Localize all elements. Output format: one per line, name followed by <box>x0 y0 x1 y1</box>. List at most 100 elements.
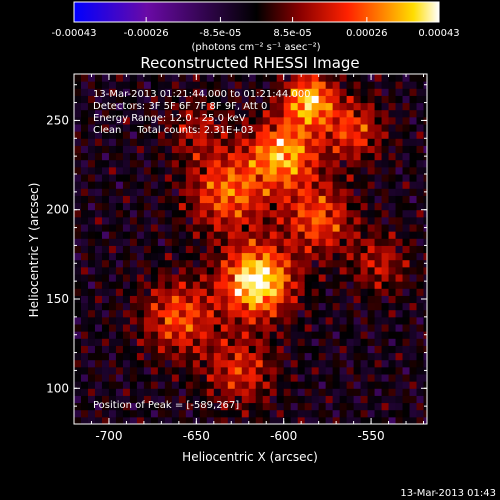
heatmap-cell <box>150 395 159 404</box>
heatmap-cell <box>283 224 292 232</box>
heatmap-cell <box>311 231 320 239</box>
heatmap-cell <box>269 295 278 304</box>
heatmap-cell <box>164 352 173 361</box>
heatmap-cell <box>108 302 117 311</box>
heatmap-cell <box>87 295 96 304</box>
heatmap-cell <box>423 124 427 132</box>
heatmap-cell <box>374 245 383 254</box>
heatmap-cell <box>248 416 257 424</box>
heatmap-cell <box>171 231 180 239</box>
heatmap-cell <box>220 274 229 282</box>
heatmap-cell <box>304 102 313 111</box>
heatmap-cell <box>87 252 96 261</box>
heatmap-cell <box>269 166 278 175</box>
chart-title: Reconstructed RHESSI Image <box>140 54 359 72</box>
heatmap-cell <box>346 281 355 289</box>
heatmap-cell <box>213 352 222 361</box>
heatmap-cell <box>115 295 124 304</box>
heatmap-cell <box>304 166 313 175</box>
heatmap-cell <box>129 81 138 89</box>
heatmap-cell <box>199 388 208 396</box>
heatmap-cell <box>87 174 96 182</box>
heatmap-cell <box>290 81 299 89</box>
heatmap-cell <box>241 388 250 396</box>
heatmap-cell <box>283 188 292 196</box>
heatmap-cell <box>388 181 397 189</box>
heatmap-cell <box>220 416 229 424</box>
heatmap-cell <box>108 331 117 339</box>
heatmap-cell <box>304 316 313 325</box>
heatmap-cell <box>248 316 257 325</box>
heatmap-cell <box>108 395 117 404</box>
heatmap-cell <box>248 188 257 196</box>
heatmap-cell <box>395 166 404 175</box>
heatmap-cell <box>367 124 376 132</box>
heatmap-cell <box>101 338 110 346</box>
heatmap-cell <box>220 74 229 82</box>
heatmap-cell <box>304 231 313 239</box>
heatmap-cell <box>367 331 376 339</box>
heatmap-cell <box>122 288 131 296</box>
heatmap-cell <box>423 252 427 261</box>
heatmap-cell <box>374 152 383 161</box>
heatmap-cell <box>87 116 96 125</box>
heatmap-cell <box>192 324 201 332</box>
heatmap-cell <box>241 124 250 132</box>
heatmap-cell <box>409 116 418 125</box>
heatmap-cell <box>206 338 215 346</box>
heatmap-cell <box>276 174 285 182</box>
heatmap-cell <box>206 281 215 289</box>
heatmap-cell <box>80 402 89 411</box>
heatmap-cell <box>423 88 427 96</box>
heatmap-cell <box>87 188 96 196</box>
heatmap-cell <box>115 181 124 189</box>
heatmap-cell <box>108 281 117 289</box>
heatmap-cell <box>178 209 187 218</box>
heatmap-cell <box>234 152 243 161</box>
heatmap-cell <box>283 388 292 396</box>
heatmap-cell <box>402 331 411 339</box>
heatmap-cell <box>283 338 292 346</box>
heatmap-cell <box>304 159 313 168</box>
heatmap-cell <box>262 159 271 168</box>
heatmap-cell <box>178 252 187 261</box>
heatmap-cell <box>220 309 229 318</box>
heatmap-cell <box>227 416 236 424</box>
heatmap-cell <box>325 109 334 118</box>
heatmap-cell <box>409 224 418 232</box>
heatmap-cell <box>318 138 327 146</box>
heatmap-cell <box>108 324 117 332</box>
heatmap-cell <box>262 324 271 332</box>
heatmap-cell <box>122 159 131 168</box>
heatmap-cell <box>94 224 103 232</box>
heatmap-cell <box>220 159 229 168</box>
heatmap-cell <box>360 266 369 275</box>
heatmap-cell <box>248 238 257 246</box>
heatmap-cell <box>395 95 404 104</box>
heatmap-cell <box>94 324 103 332</box>
heatmap-cell <box>234 309 243 318</box>
heatmap-cell <box>402 409 411 418</box>
heatmap-cell <box>206 145 215 154</box>
heatmap-cell <box>143 266 152 275</box>
heatmap-cell <box>297 252 306 261</box>
heatmap-cell <box>346 338 355 346</box>
heatmap-cell <box>402 152 411 161</box>
heatmap-cell <box>332 366 341 375</box>
heatmap-cell <box>381 388 390 396</box>
heatmap-cell <box>241 295 250 304</box>
heatmap-cell <box>248 74 257 82</box>
heatmap-cell <box>164 381 173 389</box>
heatmap-cell <box>115 374 124 382</box>
heatmap-cell <box>101 116 110 125</box>
colorbar-tick-label: 0.00043 <box>418 28 459 39</box>
heatmap-cell <box>192 216 201 225</box>
heatmap-cell <box>115 109 124 118</box>
heatmap-cell <box>136 252 145 261</box>
heatmap-cell <box>367 359 376 368</box>
heatmap-cell <box>381 181 390 189</box>
heatmap-cell <box>199 259 208 268</box>
heatmap-cell <box>374 174 383 182</box>
heatmap-cell <box>178 352 187 361</box>
heatmap-cell <box>311 166 320 175</box>
